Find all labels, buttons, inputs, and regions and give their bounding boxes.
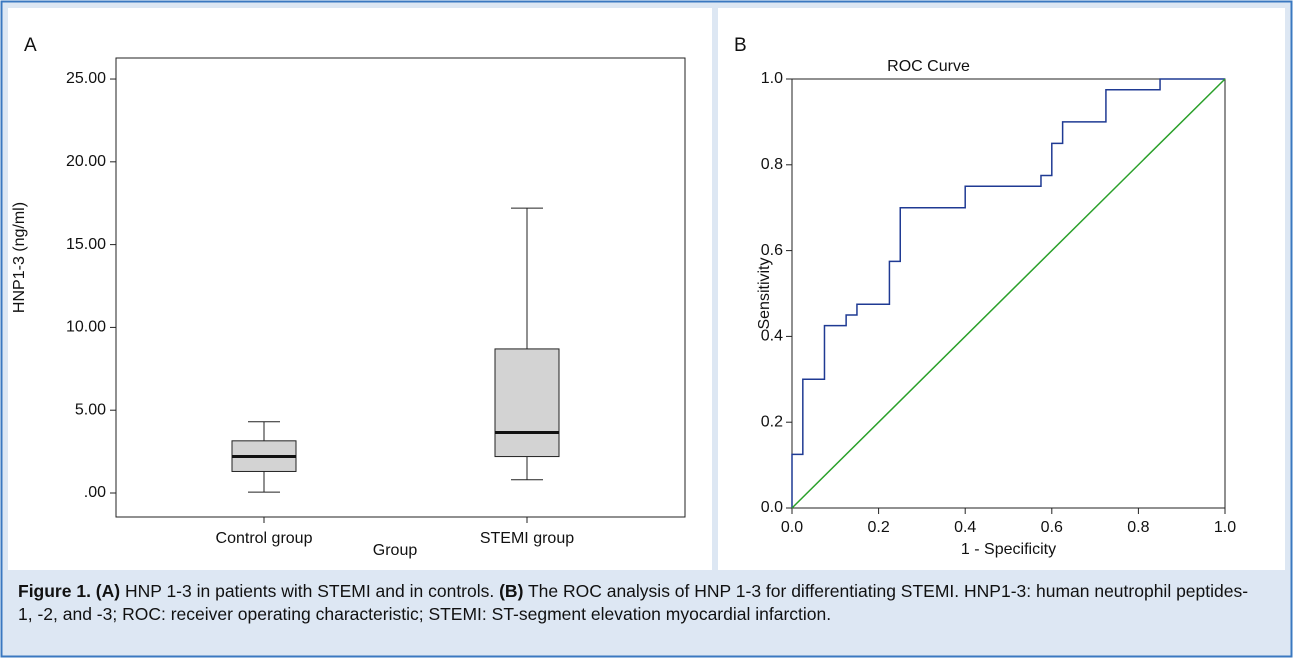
panel-a-bg [8, 8, 712, 570]
y-tick-label: 0.2 [761, 413, 783, 430]
y-tick-label: 25.00 [66, 70, 106, 87]
caption: Figure 1. (A) HNP 1-3 in patients with S… [18, 580, 1258, 626]
y-tick-label: 5.00 [75, 401, 106, 418]
y-axis-label: HNP1-3 (ng/ml) [11, 202, 28, 313]
x-tick-label: STEMI group [480, 530, 574, 547]
x-tick-label: 0.8 [1127, 519, 1149, 536]
plot-frame [115, 57, 686, 518]
x-axis-label: 1 - Specificity [961, 541, 1056, 558]
chart-title: ROC Curve [887, 58, 970, 75]
y-tick-label: 10.00 [66, 319, 106, 336]
panel-label: A [24, 35, 37, 56]
x-axis-label: Group [373, 542, 418, 559]
x-tick-label: 1.0 [1214, 519, 1236, 536]
y-tick-label: 0.0 [761, 499, 783, 516]
y-tick-label: .00 [84, 484, 106, 501]
y-tick-label: 20.00 [66, 153, 106, 170]
y-tick-label: 0.4 [761, 328, 783, 345]
caption-run: (B) [499, 581, 524, 601]
x-tick-label: Control group [216, 530, 313, 547]
caption-run: HNP 1-3 in patients with STEMI and in co… [120, 581, 500, 601]
x-tick-label: 0.4 [954, 519, 976, 536]
y-axis-label: Sensitivity [756, 257, 773, 329]
line-series [791, 78, 1225, 508]
caption-run: The ROC analysis of HNP 1-3 for differen… [18, 581, 1249, 624]
plot-frame [791, 78, 1226, 509]
x-tick-label: 0.0 [781, 519, 803, 536]
y-tick-label: 0.8 [761, 156, 783, 173]
line-series [791, 78, 1226, 509]
y-tick-label: 15.00 [66, 236, 106, 253]
panel-b-bg [718, 8, 1285, 570]
y-tick-label: 0.6 [761, 242, 783, 259]
caption-run: Figure 1. (A) [18, 581, 121, 601]
x-tick-label: 0.2 [867, 519, 889, 536]
x-tick-label: 0.6 [1041, 519, 1063, 536]
y-tick-label: 1.0 [761, 70, 783, 87]
panel-label: B [734, 35, 747, 56]
box [494, 348, 560, 458]
